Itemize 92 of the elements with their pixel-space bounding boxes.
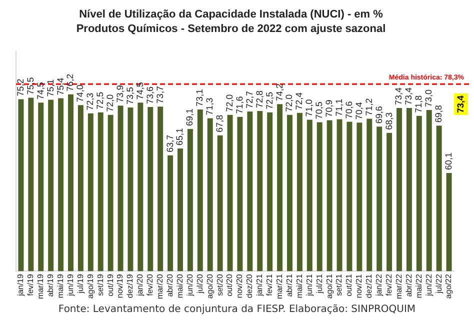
x-tick-label: set/19 [96, 274, 105, 296]
data-label: 72,0 [105, 94, 116, 112]
data-label: 73,9 [115, 85, 126, 103]
data-label: 71,2 [364, 98, 374, 116]
data-label: 75,5 [25, 77, 36, 95]
x-tick-label: jan/20 [136, 274, 145, 297]
data-label: 65,1 [174, 128, 185, 146]
x-tick-label: out/21 [344, 274, 354, 296]
data-label: 67,8 [214, 114, 225, 132]
x-tick-label: ago/20 [205, 274, 214, 299]
x-tick-label: jul/19 [76, 274, 85, 294]
data-label: 69,6 [374, 106, 384, 124]
data-label: 72,8 [254, 90, 264, 108]
x-tick-label: fev/21 [265, 274, 274, 296]
data-label: 71,0 [304, 99, 314, 117]
x-tick-label: jan/21 [255, 274, 264, 297]
data-label: 60,1 [444, 152, 454, 170]
data-label: 72,0 [224, 94, 235, 112]
x-tick-label: jul/22 [434, 274, 444, 294]
data-label: 70,4 [354, 102, 364, 120]
x-tick-label: set/20 [215, 274, 224, 296]
data-label: 69,1 [184, 108, 195, 126]
text: 73,4 [456, 95, 466, 113]
x-tick-label: jul/20 [195, 274, 204, 294]
data-label: 75,1 [45, 79, 56, 97]
data-label: 68,3 [384, 112, 394, 130]
x-tick-label: dez/19 [126, 274, 135, 298]
x-tick-label: fev/20 [146, 274, 155, 296]
data-label: 73,6 [144, 86, 155, 104]
data-label: 73,0 [424, 89, 434, 107]
data-label: 71,1 [334, 98, 344, 116]
x-tick-label: mai/19 [56, 274, 65, 298]
data-label: 72,3 [85, 92, 96, 110]
data-label: 72,5 [95, 92, 106, 110]
data-label: 73,7 [154, 86, 165, 104]
x-tick-label: nov/19 [116, 274, 125, 298]
x-tick-label: jun/20 [185, 274, 194, 297]
x-tick-label: abr/22 [404, 274, 414, 297]
data-label: 71,3 [204, 98, 215, 116]
x-tick-label: jun/21 [304, 274, 314, 297]
x-tick-label: mar/20 [156, 274, 165, 300]
data-label: 74,5 [134, 82, 145, 100]
data-label: 74,0 [75, 84, 86, 102]
x-tick-label: fev/19 [26, 274, 36, 296]
data-label: 74,2 [274, 84, 284, 102]
x-tick-label: abr/21 [284, 274, 294, 297]
data-label: 75,2 [15, 78, 26, 96]
data-label: 73,4 [404, 88, 414, 106]
x-tick-label: ago/19 [86, 274, 95, 299]
x-tick-label: abr/19 [46, 274, 56, 297]
data-label: 71,8 [414, 95, 424, 113]
x-tick-label: jan/19 [16, 274, 26, 297]
x-tick-label: ago/22 [444, 274, 454, 299]
x-tick-label: mai/22 [414, 274, 424, 298]
x-tick-label: abr/20 [166, 274, 174, 297]
x-tick-label: out/19 [106, 274, 115, 296]
data-label: 74,5 [35, 82, 46, 100]
x-tick-label: mar/19 [36, 274, 46, 300]
x-tick-label: set/21 [334, 274, 344, 296]
data-label: 76,2 [65, 74, 76, 92]
data-label: 73,1 [194, 88, 205, 106]
x-tick-label: mai/20 [175, 274, 184, 298]
source-note: Fonte: Levantamento de conjuntura da FIESP. Elaboração: SINPROQUIM [57, 304, 417, 315]
x-tick-label: jul/21 [314, 274, 324, 294]
x-tick-label: mar/21 [275, 274, 284, 300]
data-label: 63,7 [164, 134, 175, 152]
data-label: 70,6 [344, 101, 354, 119]
x-tick-label: ago/21 [324, 274, 334, 299]
data-label: 71,6 [234, 96, 244, 114]
chart-title: Nível de Utilização da Capacidade Instalada (NUCI) - em % [79, 8, 384, 21]
data-label: 73,5 [124, 87, 135, 105]
data-label: 73,4 [394, 88, 404, 106]
x-tick-label: dez/20 [245, 274, 254, 298]
data-label: 72,4 [294, 92, 304, 110]
x-tick-label: out/20 [225, 274, 234, 296]
x-tick-label: nov/20 [235, 274, 244, 298]
data-label: 70,9 [324, 100, 334, 118]
x-tick-label: mai/21 [294, 274, 304, 298]
chart-subtitle: Produtos Químicos - Setembro de 2022 com ajuste sazonal [76, 22, 386, 35]
data-label: 70,5 [314, 102, 324, 120]
x-tick-label: jan/22 [374, 274, 384, 297]
x-tick-label: mar/22 [394, 274, 404, 300]
x-tick-label: fev/22 [384, 274, 394, 296]
data-label: 72,7 [244, 90, 254, 108]
data-label: 72,0 [284, 94, 294, 112]
data-label: 69,8 [434, 105, 444, 123]
data-label: 75,4 [55, 78, 66, 96]
x-tick-label: dez/21 [364, 274, 374, 298]
x-tick-label: jun/19 [66, 274, 75, 297]
data-label: 72,5 [264, 92, 274, 110]
x-tick-label: nov/21 [354, 274, 364, 298]
x-tick-label: jun/22 [424, 274, 434, 297]
